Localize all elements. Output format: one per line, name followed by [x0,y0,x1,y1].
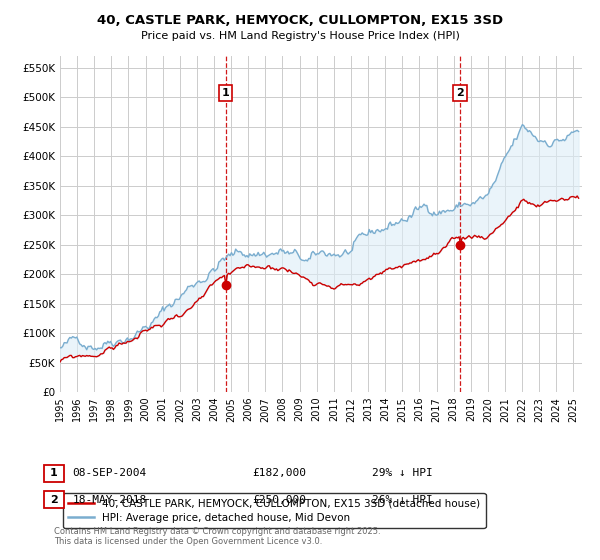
Text: £250,000: £250,000 [252,494,306,505]
Text: 40, CASTLE PARK, HEMYOCK, CULLOMPTON, EX15 3SD: 40, CASTLE PARK, HEMYOCK, CULLOMPTON, EX… [97,14,503,27]
Legend: 40, CASTLE PARK, HEMYOCK, CULLOMPTON, EX15 3SD (detached house), HPI: Average pr: 40, CASTLE PARK, HEMYOCK, CULLOMPTON, EX… [62,493,485,528]
Text: Price paid vs. HM Land Registry's House Price Index (HPI): Price paid vs. HM Land Registry's House … [140,31,460,41]
Text: 1: 1 [50,468,58,478]
Text: Contains HM Land Registry data © Crown copyright and database right 2025.
This d: Contains HM Land Registry data © Crown c… [54,526,380,546]
Text: 29% ↓ HPI: 29% ↓ HPI [372,468,433,478]
Text: 2: 2 [50,494,58,505]
Text: 08-SEP-2004: 08-SEP-2004 [73,468,147,478]
Text: 26% ↓ HPI: 26% ↓ HPI [372,494,433,505]
Text: 18-MAY-2018: 18-MAY-2018 [73,494,147,505]
Text: £182,000: £182,000 [252,468,306,478]
Text: 2: 2 [456,88,464,98]
Text: 1: 1 [222,88,230,98]
